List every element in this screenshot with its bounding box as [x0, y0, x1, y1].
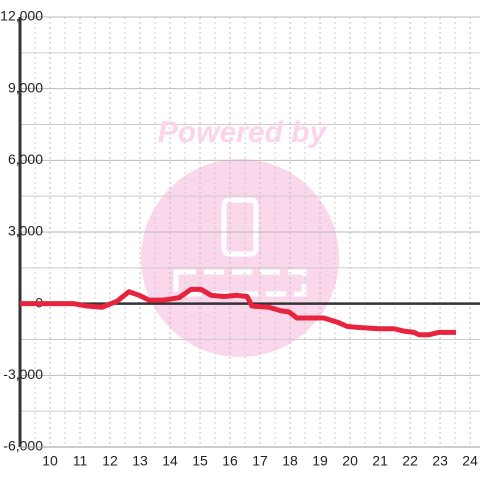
y-tick-label: 3,000 [8, 223, 43, 239]
x-tick-label: 24 [462, 453, 478, 469]
x-tick-label: 16 [222, 453, 238, 469]
x-tick-label: 21 [372, 453, 388, 469]
x-tick-label: 19 [312, 453, 328, 469]
y-tick-label: -3,000 [3, 366, 43, 382]
y-tick-label: 9,000 [8, 79, 43, 95]
x-tick-label: 14 [162, 453, 178, 469]
watermark-logo [141, 159, 339, 357]
y-tick-label: -6,000 [3, 438, 43, 454]
x-tick-label: 11 [73, 453, 88, 469]
x-tick-label: 13 [132, 453, 148, 469]
y-tick-label: 6,000 [8, 151, 43, 167]
x-tick-label: 10 [42, 453, 58, 469]
y-tick-label: 12,000 [0, 8, 43, 24]
x-tick-label: 17 [252, 453, 268, 469]
x-tick-label: 15 [192, 453, 208, 469]
x-tick-label: 12 [102, 453, 118, 469]
x-tick-label: 18 [282, 453, 298, 469]
data-line [20, 286, 456, 338]
watermark-text: Powered by [158, 116, 328, 149]
x-tick-label: 23 [432, 453, 448, 469]
x-tick-label: 22 [402, 453, 418, 469]
x-tick-label: 20 [342, 453, 358, 469]
